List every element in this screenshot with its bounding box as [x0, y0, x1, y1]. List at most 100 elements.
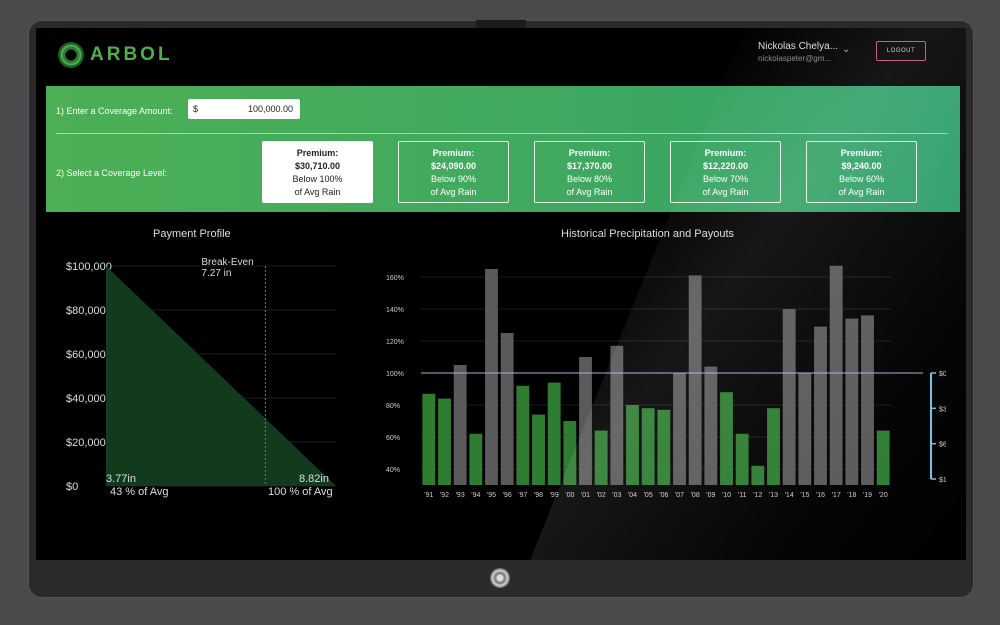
payout-axis-label: $100,000 — [939, 477, 946, 484]
payout-axis-label: $66,667 — [939, 442, 946, 449]
precip-bar — [735, 433, 749, 485]
x-tick-label: '20 — [879, 492, 888, 499]
precip-bar — [751, 465, 765, 485]
coverage-level-label: 2) Select a Coverage Level: — [56, 168, 168, 178]
x-tick-label: '07 — [675, 492, 684, 499]
coverage-option-100[interactable]: Premium: $30,710.00 Below 100% of Avg Ra… — [262, 141, 373, 203]
precip-bar — [500, 333, 514, 485]
x-tick-label: '11 — [738, 492, 747, 499]
premium-label: Premium: — [568, 148, 611, 158]
x-tick-label: '18 — [847, 492, 856, 499]
coverage-threshold: Below 60% — [838, 174, 885, 184]
payment-profile-chart: $100,000 $80,000 $60,000 $40,000 $20,000 $0 Br… — [66, 257, 336, 498]
y-tick-label: 120% — [386, 339, 404, 346]
y-tick-label: $40,000 — [66, 393, 106, 405]
precip-bar — [782, 309, 796, 485]
user-menu[interactable]: Nickolas Chelya... nickolaspeter@gm... — [758, 41, 868, 63]
coverage-basis: of Avg Rain — [838, 187, 885, 197]
x-tick-label: '06 — [659, 492, 668, 499]
precip-bar — [594, 430, 608, 485]
premium-value: $9,240.00 — [841, 161, 882, 171]
coverage-basis: of Avg Rain — [702, 187, 749, 197]
x-tick-label: '97 — [518, 492, 527, 499]
x-tick-label: '08 — [691, 492, 700, 499]
precip-bar — [704, 366, 718, 485]
coverage-threshold: Below 100% — [292, 174, 343, 184]
historical-chart-title: Historical Precipitation and Payouts — [561, 228, 735, 240]
right-x-label: 8.82in — [299, 473, 329, 485]
x-tick-label: '00 — [565, 492, 574, 499]
y-tick-label: 60% — [386, 435, 400, 442]
coverage-threshold: Below 80% — [566, 174, 613, 184]
precip-bar — [798, 373, 812, 485]
premium-value: $30,710.00 — [294, 161, 341, 171]
premium-label: Premium: — [432, 148, 475, 158]
break-even-value: 7.27 in — [201, 268, 231, 279]
y-tick-label: 100% — [386, 371, 404, 378]
y-tick-label: 140% — [386, 307, 404, 314]
coverage-option-90[interactable]: Premium: $24,090.00 Below 90% of Avg Rai… — [398, 141, 509, 203]
logo-mark-icon — [58, 42, 84, 68]
coverage-option-70[interactable]: Premium: $12,220.00 Below 70% of Avg Rai… — [670, 141, 781, 203]
precip-bar — [610, 345, 624, 485]
y-tick-label: $100,000 — [66, 261, 112, 273]
y-tick-label: 160% — [386, 275, 404, 282]
x-tick-label: '94 — [471, 492, 480, 499]
x-tick-label: '92 — [440, 492, 449, 499]
precip-bar — [814, 326, 827, 485]
x-tick-label: '03 — [612, 492, 621, 499]
x-tick-label: '95 — [487, 492, 496, 499]
x-tick-label: '13 — [769, 492, 778, 499]
precip-bar — [453, 365, 467, 485]
coverage-basis: of Avg Rain — [566, 187, 613, 197]
logo-text: ARBOL — [90, 44, 173, 65]
y-tick-label: 80% — [386, 403, 400, 410]
logout-button[interactable]: LOGOUT — [876, 41, 926, 61]
left-x-label: 3.77in — [106, 473, 136, 485]
coverage-basis: of Avg Rain — [294, 187, 341, 197]
currency-symbol: $ — [193, 104, 199, 114]
arbol-logo[interactable]: ARBOL — [58, 42, 173, 68]
payout-area — [106, 266, 336, 486]
coverage-option-60[interactable]: Premium: $9,240.00 Below 60% of Avg Rain — [806, 141, 917, 203]
y-tick-label: $60,000 — [66, 349, 106, 361]
coverage-threshold: Below 70% — [702, 174, 749, 184]
coverage-panel: 1) Enter a Coverage Amount: $ 100,000.00… — [46, 86, 960, 212]
premium-value: $12,220.00 — [702, 161, 749, 171]
app-screen: ARBOL Nickolas Chelya... nickolaspeter@g… — [36, 28, 966, 560]
x-tick-label: '19 — [863, 492, 872, 499]
x-tick-label: '10 — [722, 492, 731, 499]
precip-bar — [767, 408, 780, 485]
premium-value: $17,370.00 — [566, 161, 613, 171]
premium-label: Premium: — [296, 148, 339, 158]
historical-chart: 160% 140% 120% 100% 80% 60% 40% '91 '92 '93 '94 '95… — [386, 265, 946, 499]
precip-bar — [469, 433, 483, 485]
y-tick-label: $0 — [66, 481, 78, 493]
precip-bar — [563, 421, 577, 485]
coverage-amount-label: 1) Enter a Coverage Amount: — [56, 106, 173, 116]
precip-bar — [626, 405, 639, 485]
coverage-amount-value: 100,000.00 — [247, 104, 293, 114]
x-tick-label: '14 — [785, 492, 794, 499]
x-tick-label: '98 — [534, 492, 543, 499]
precip-bar — [641, 408, 655, 485]
payment-profile-title: Payment Profile — [153, 228, 231, 240]
x-tick-label: '99 — [550, 492, 559, 499]
x-tick-label: '17 — [832, 492, 841, 499]
x-tick-label: '96 — [503, 492, 512, 499]
coverage-option-80[interactable]: Premium: $17,370.00 Below 80% of Avg Rai… — [534, 141, 645, 203]
coverage-amount-input[interactable]: $ 100,000.00 — [188, 99, 300, 119]
y-tick-label: $80,000 — [66, 305, 106, 317]
coverage-threshold: Below 90% — [430, 174, 477, 184]
chevron-down-icon[interactable]: ⌄ — [842, 44, 851, 55]
precip-bar — [720, 392, 733, 485]
x-tick-label: '93 — [456, 492, 465, 499]
x-tick-label: '01 — [581, 492, 590, 499]
premium-value: $24,090.00 — [430, 161, 477, 171]
x-tick-label: '09 — [706, 492, 715, 499]
payout-axis-label: $33,333 — [939, 406, 946, 413]
precip-bar — [422, 393, 436, 485]
home-button[interactable] — [490, 568, 510, 588]
user-email: nickolaspeter@gm... — [758, 54, 832, 63]
precip-bar — [845, 318, 859, 485]
